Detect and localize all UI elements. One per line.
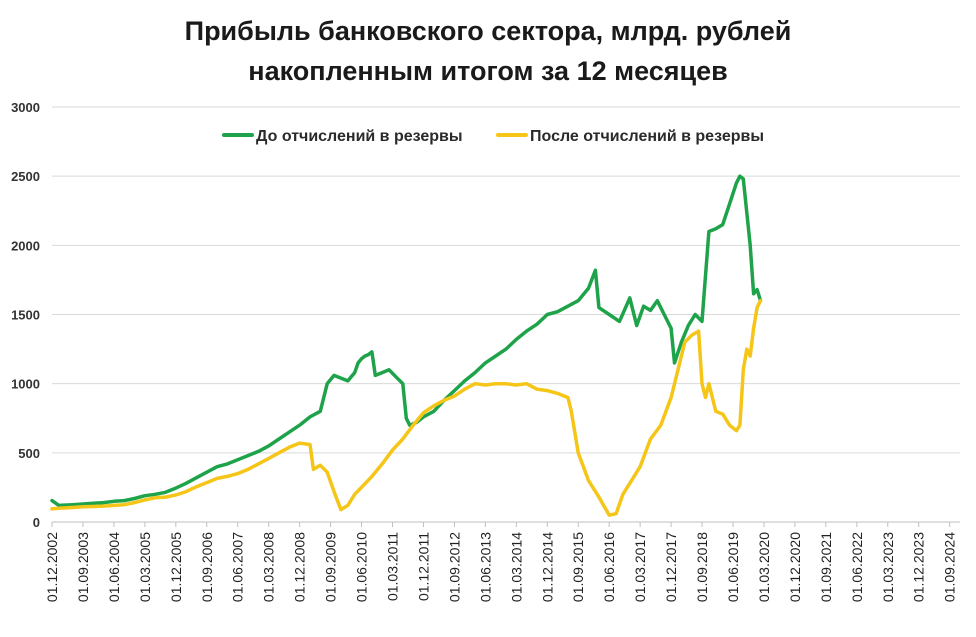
y-axis: 0 500 1000 1500 2000 2500 3000	[11, 100, 40, 530]
y-tick-label: 2500	[11, 169, 40, 184]
y-tick-label: 2000	[11, 238, 40, 253]
x-tick-label: 01.09.2021	[818, 532, 834, 602]
series-line-before-reserves	[50, 174, 763, 508]
x-tick-label: 01.12.2002	[44, 532, 60, 602]
x-tick-label: 01.12.2005	[168, 532, 184, 602]
series-line-after-reserves	[50, 298, 763, 517]
x-tick-label: 01.12.2014	[539, 532, 555, 602]
legend: До отчислений в резервы После отчислений…	[222, 128, 764, 145]
x-tick-label: 01.03.2020	[756, 532, 772, 602]
x-tick-label: 01.03.2014	[508, 532, 524, 602]
x-tick-label: 01.09.2006	[199, 532, 215, 602]
y-tick-label: 500	[18, 446, 40, 461]
x-tick-label: 01.12.2011	[416, 532, 432, 601]
series-layer	[50, 174, 763, 517]
x-tick-label: 01.12.2023	[911, 532, 927, 602]
x-tick-label: 01.03.2017	[632, 532, 648, 602]
x-tick-label: 01.09.2012	[446, 532, 462, 602]
x-tick-label: 01.09.2024	[942, 532, 958, 602]
x-tick-label: 01.03.2023	[880, 532, 896, 602]
legend-label-before-reserves: До отчислений в резервы	[256, 128, 463, 145]
x-tick-label: 01.06.2004	[106, 532, 122, 602]
x-tick-label: 01.09.2015	[570, 532, 586, 602]
y-tick-label: 3000	[11, 100, 40, 115]
y-tick-label: 1000	[11, 377, 40, 392]
x-tick-label: 01.06.2010	[354, 532, 370, 602]
y-tick-label: 0	[33, 515, 40, 530]
y-tick-label: 1500	[11, 308, 40, 323]
chart-subtitle: накопленным итогом за 12 месяцев	[248, 56, 727, 86]
x-tick-label: 01.03.2005	[137, 532, 153, 602]
x-tick-label: 01.09.2009	[323, 532, 339, 602]
x-tick-label: 01.09.2018	[694, 532, 710, 602]
x-tick-label: 01.12.2008	[292, 532, 308, 602]
x-tick-label: 01.06.2016	[601, 532, 617, 602]
x-tick-label: 01.06.2013	[477, 532, 493, 602]
x-tick-label: 01.06.2007	[230, 532, 246, 602]
x-tick-label: 01.03.2008	[261, 532, 277, 602]
legend-label-after-reserves: После отчислений в резервы	[530, 128, 764, 145]
x-tick-label: 01.12.2017	[663, 532, 679, 602]
x-tick-label: 01.06.2019	[725, 532, 741, 602]
x-tick-label: 01.06.2022	[849, 532, 865, 602]
gridlines	[52, 106, 960, 523]
x-tick-label: 01.03.2011	[385, 532, 401, 601]
x-tick-label: 01.12.2020	[787, 532, 803, 602]
chart-title: Прибыль банковского сектора, млрд. рубле…	[185, 16, 792, 46]
x-tick-label: 01.09.2003	[75, 532, 91, 602]
x-axis: 01.12.2002 01.09.2003 01.06.2004 01.03.2005…	[44, 522, 958, 602]
